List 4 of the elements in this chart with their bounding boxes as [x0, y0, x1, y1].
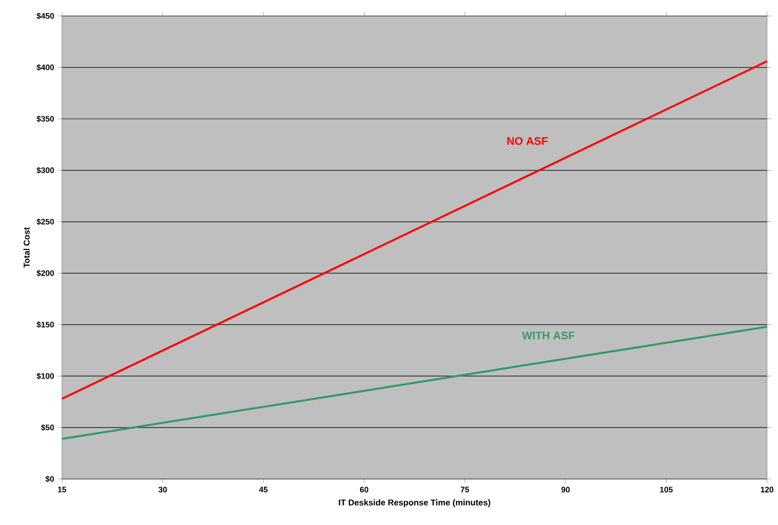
series-label: NO ASF	[507, 137, 548, 145]
y-axis-title: Total Cost	[23, 227, 30, 268]
series-label: WITH ASF	[522, 332, 575, 340]
x-axis-title: IT Deskside Response Time (minutes)	[338, 499, 490, 508]
